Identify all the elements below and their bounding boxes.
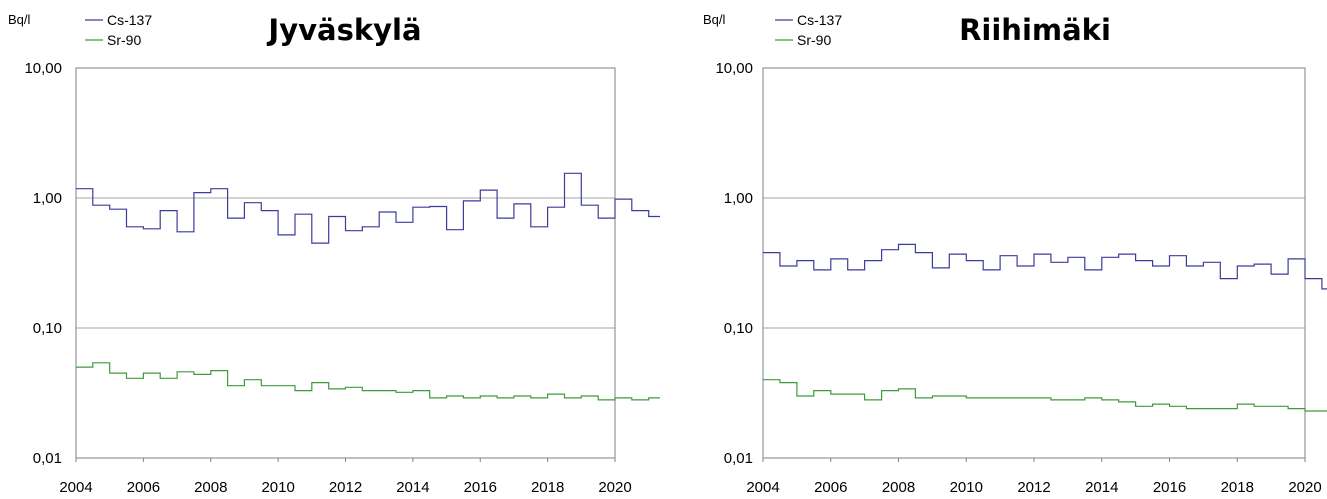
- x-tick-label: 2008: [882, 479, 915, 496]
- legend-label: Sr-90: [797, 32, 831, 48]
- y-tick-label: 0,01: [724, 450, 753, 467]
- series-line-cs-137: [763, 243, 1327, 290]
- x-tick-label: 2008: [194, 479, 227, 496]
- plot-area: [75, 67, 616, 459]
- y-tick-label: 10,00: [715, 60, 753, 77]
- x-tick-label: 2004: [59, 479, 92, 496]
- legend-label: Cs-137: [107, 12, 152, 28]
- y-tick-label: 1,00: [724, 190, 753, 207]
- y-tick-label: 0,10: [33, 320, 62, 337]
- x-tick-label: 2016: [1153, 479, 1186, 496]
- x-tick-label: 2018: [1221, 479, 1254, 496]
- x-tick-label: 2010: [950, 479, 983, 496]
- x-tick-label: 2014: [1085, 479, 1118, 496]
- legend-label: Sr-90: [107, 32, 141, 48]
- chart-riihimaki: 10,00 1,00 0,10 0,01 2004 2006 2008 2010 2012 201…: [703, 12, 1327, 496]
- x-tick-label: 2014: [396, 479, 429, 496]
- chart-jyvaskyla: 10,00 1,00 0,10 0,01 2004 2006 2008 2010 2012 201…: [8, 12, 660, 496]
- y-tick-label: 10,00: [24, 60, 62, 77]
- y-tick-label: 1,00: [33, 190, 62, 207]
- chart-title: Jyväskylä: [266, 13, 421, 47]
- x-tick-label: 2010: [261, 479, 294, 496]
- x-tick-label: 2016: [464, 479, 497, 496]
- series-line-sr-90: [76, 362, 660, 401]
- y-axis-unit: Bq/l: [8, 12, 31, 27]
- legend-label: Cs-137: [797, 12, 842, 28]
- y-axis-unit: Bq/l: [703, 12, 726, 27]
- x-tick-label: 2012: [1017, 479, 1050, 496]
- x-tick-label: 2006: [127, 479, 160, 496]
- x-tick-label: 2004: [746, 479, 779, 496]
- series-line-cs-137: [76, 172, 660, 244]
- chart-panel-riihimaki: 10,00 1,00 0,10 0,01 2004 2006 2008 2010 2012 201…: [695, 0, 1327, 499]
- chart-panel-jyvaskyla: 10,00 1,00 0,10 0,01 2004 2006 2008 2010 2012 201…: [0, 0, 660, 499]
- x-tick-label: 2020: [1288, 479, 1321, 496]
- x-tick-label: 2020: [598, 479, 631, 496]
- x-tick-label: 2018: [531, 479, 564, 496]
- x-tick-label: 2012: [329, 479, 362, 496]
- chart-title: Riihimäki: [959, 13, 1111, 47]
- x-tick-label: 2006: [814, 479, 847, 496]
- y-tick-label: 0,10: [724, 320, 753, 337]
- series-line-sr-90: [763, 379, 1327, 412]
- y-tick-label: 0,01: [33, 450, 62, 467]
